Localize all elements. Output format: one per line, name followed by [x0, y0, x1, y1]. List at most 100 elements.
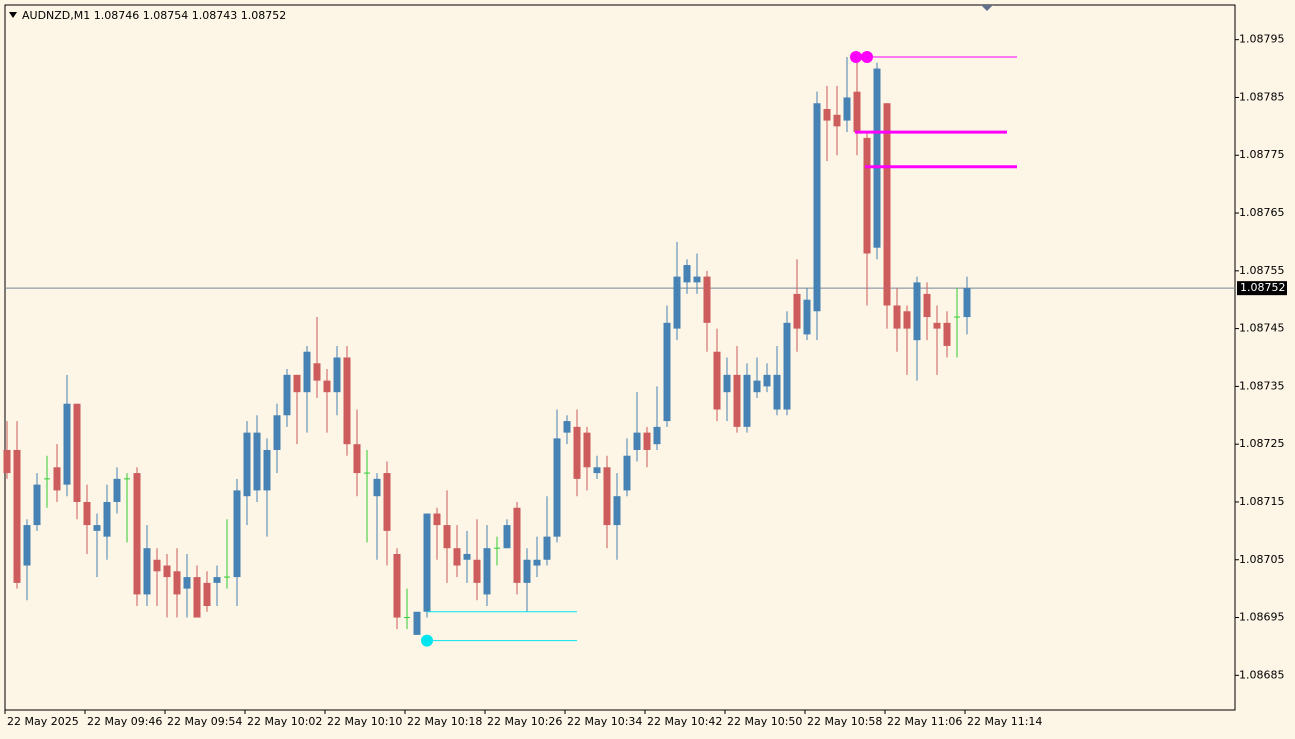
candle-body — [23, 525, 31, 566]
candle-body — [53, 467, 61, 491]
candle-body — [233, 490, 241, 578]
chart-header: AUDNZD,M1 1.08746 1.08754 1.08743 1.0875… — [22, 9, 286, 22]
candle-body — [183, 577, 191, 589]
candle-body — [583, 432, 591, 468]
candle-body — [643, 432, 651, 450]
y-tick-label: 1.08765 — [1239, 206, 1285, 219]
candle-body — [823, 109, 831, 121]
candle-body — [143, 548, 151, 595]
candle-body — [723, 374, 731, 393]
candle-body — [73, 403, 81, 502]
symbol: AUDNZD,M1 — [22, 9, 90, 22]
candle-body — [733, 374, 741, 427]
candle-body — [213, 577, 221, 583]
menu-arrow — [9, 12, 17, 18]
candle-body — [623, 455, 631, 491]
candle-body — [523, 559, 531, 583]
candle-body — [343, 357, 351, 445]
candle-body — [433, 513, 441, 526]
candle-body — [893, 305, 901, 329]
shift-marker — [981, 5, 993, 11]
x-tick-label: 22 May 10:50 — [727, 715, 802, 728]
candle-body — [613, 496, 621, 526]
candle-body — [63, 403, 71, 485]
candle-body — [763, 374, 771, 387]
candle-body — [943, 322, 951, 346]
candle-body — [163, 565, 171, 578]
close-price: 1.08752 — [241, 9, 287, 22]
y-tick-label: 1.08695 — [1239, 611, 1285, 624]
candle-body — [413, 611, 421, 635]
candle-body — [463, 553, 471, 560]
candle-body — [903, 311, 911, 329]
candle-body — [303, 351, 311, 393]
candle-body — [833, 114, 841, 127]
candle-body — [383, 473, 391, 531]
candle-body — [873, 68, 881, 248]
open-price: 1.08746 — [94, 9, 140, 22]
candle-body — [13, 449, 21, 583]
candle-body — [373, 478, 381, 497]
x-tick-label: 22 May 10:02 — [247, 715, 322, 728]
candle-body — [513, 507, 521, 583]
candle-body — [773, 374, 781, 410]
y-tick-label: 1.08735 — [1239, 379, 1285, 392]
candle-body — [273, 415, 281, 450]
y-tick-label: 1.08725 — [1239, 437, 1285, 450]
y-tick-label: 1.08705 — [1239, 553, 1285, 566]
candle-body — [693, 276, 701, 283]
candle-body — [603, 467, 611, 526]
y-tick-label: 1.08795 — [1239, 33, 1285, 46]
candle-body — [703, 276, 711, 323]
candle-body — [713, 351, 721, 410]
x-tick-label: 22 May 09:54 — [167, 715, 242, 728]
x-tick-label: 22 May 10:18 — [407, 715, 482, 728]
candle-body — [933, 322, 941, 329]
candle-body — [963, 288, 971, 318]
candle-body — [573, 426, 581, 479]
candle-body — [93, 525, 101, 531]
candle-body — [103, 501, 111, 537]
x-tick-label: 22 May 09:46 — [87, 715, 162, 728]
candle-body — [243, 432, 251, 497]
candle-body — [863, 137, 871, 254]
x-tick-label: 22 May 10:10 — [327, 715, 402, 728]
candle-body — [653, 426, 661, 445]
level-dot — [861, 51, 873, 64]
candle-body — [193, 577, 201, 618]
high-price: 1.08754 — [143, 9, 189, 22]
candle-body — [423, 513, 431, 612]
candle-body — [803, 299, 811, 335]
x-tick-label: 22 May 10:34 — [567, 715, 642, 728]
candle-body — [503, 525, 511, 549]
candle-body — [743, 374, 751, 427]
candle-body — [813, 103, 821, 312]
candle-body — [553, 438, 561, 537]
candle-body — [753, 380, 761, 393]
candle-body — [113, 478, 121, 502]
candle-body — [293, 374, 301, 393]
candle-body — [633, 432, 641, 450]
candle-body — [263, 449, 271, 491]
current-price-label: 1.08752 — [1240, 281, 1286, 294]
y-tick-label: 1.08685 — [1239, 668, 1285, 681]
x-tick-label: 22 May 10:58 — [807, 715, 882, 728]
candle-body — [673, 276, 681, 329]
candle-body — [333, 357, 341, 393]
x-tick-label: 22 May 11:14 — [967, 715, 1042, 728]
candle-body — [133, 473, 141, 595]
candle-body — [353, 444, 361, 474]
candle-body — [153, 559, 161, 572]
current-price-box — [1237, 281, 1287, 296]
candle-body — [253, 432, 261, 491]
y-tick-label: 1.08745 — [1239, 322, 1285, 335]
candle-body — [563, 421, 571, 433]
x-tick-label: 22 May 11:06 — [887, 715, 962, 728]
candle-body — [913, 282, 921, 341]
level-dot — [850, 51, 862, 64]
x-tick-label: 22 May 10:26 — [487, 715, 562, 728]
candle-body — [483, 548, 491, 595]
candle-body — [33, 484, 41, 526]
